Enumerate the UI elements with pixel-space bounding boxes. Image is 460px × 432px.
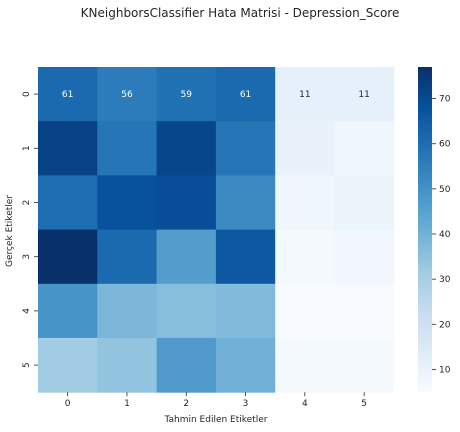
heatmap-cell [38, 67, 98, 122]
colorbar-tick-label: 60 [439, 140, 451, 150]
heatmap-cell [38, 121, 98, 176]
x-axis-ticks: 0 1 2 3 4 5 [65, 392, 367, 409]
cell-value-label: 61 [62, 90, 73, 100]
heatmap-cell [334, 175, 395, 231]
cell-value-label: 59 [181, 90, 193, 100]
x-tick-label: 3 [243, 399, 249, 409]
heatmap-cell [215, 283, 276, 339]
heatmap-cell [215, 338, 276, 393]
colorbar-tick-label: 50 [439, 185, 451, 195]
heatmap-cell [97, 121, 158, 176]
heatmap-cell [38, 175, 98, 231]
heatmap-cell [215, 229, 276, 285]
heatmap-cell [215, 175, 276, 231]
heatmap-cell [38, 229, 98, 285]
colorbar-tick-label: 30 [439, 275, 451, 285]
heatmap-cell [156, 67, 217, 122]
y-tick-label: 4 [22, 308, 32, 314]
y-tick-label: 3 [22, 254, 32, 260]
heatmap-cell [334, 283, 395, 339]
heatmap-cell [334, 229, 395, 285]
heatmap-cell [156, 229, 217, 285]
heatmap-cell [334, 121, 395, 176]
heatmap-cell [275, 67, 335, 122]
heatmap-cell [275, 175, 335, 231]
heatmap-cell [334, 67, 395, 122]
x-axis-title: Tahmin Edilen Etiketler [164, 415, 268, 425]
cell-value-label: 56 [121, 90, 133, 100]
cell-value-label: 11 [358, 90, 369, 100]
colorbar-tick-label: 40 [439, 230, 451, 240]
colorbar [418, 67, 432, 392]
heatmap-cell [97, 338, 158, 393]
heatmap-cell [156, 121, 217, 176]
heatmap-cell [38, 338, 98, 393]
y-tick-label: 5 [22, 362, 32, 368]
cell-value-label: 11 [299, 90, 310, 100]
heatmap-cell [156, 175, 217, 231]
x-tick-label: 4 [302, 399, 308, 409]
y-tick-label: 2 [22, 200, 32, 206]
heatmap-cell [275, 229, 335, 285]
heatmap-cells: 61 56 59 61 11 11 [38, 67, 395, 393]
heatmap-cell [97, 229, 158, 285]
heatmap-cell [275, 121, 335, 176]
heatmap-cell [275, 338, 335, 393]
heatmap-cell [156, 283, 217, 339]
y-tick-label: 1 [22, 145, 32, 151]
colorbar-ticks: 10 20 30 40 50 60 70 [432, 95, 451, 375]
y-axis-title: Gerçek Etiketler [5, 195, 15, 267]
x-tick-label: 0 [65, 399, 71, 409]
colorbar-tick-label: 20 [439, 320, 451, 330]
heatmap-cell [38, 283, 98, 339]
heatmap-cell [215, 67, 276, 122]
x-tick-label: 2 [183, 399, 189, 409]
heatmap-cell [97, 175, 158, 231]
heatmap-cell [156, 338, 217, 393]
heatmap-cell [334, 338, 395, 393]
heatmap-cell [215, 121, 276, 176]
chart-title: KNeighborsClassifier Hata Matrisi - Depr… [81, 6, 400, 20]
heatmap-cell [97, 67, 158, 122]
x-tick-label: 1 [124, 399, 130, 409]
cell-value-label: 61 [240, 90, 251, 100]
colorbar-tick-label: 10 [439, 365, 451, 375]
heatmap-cell [275, 283, 335, 339]
y-axis-ticks: 0 1 2 3 4 5 [22, 91, 38, 368]
heatmap-cell [97, 283, 158, 339]
y-tick-label: 0 [22, 91, 32, 97]
x-tick-label: 5 [361, 399, 367, 409]
colorbar-tick-label: 70 [439, 95, 451, 105]
